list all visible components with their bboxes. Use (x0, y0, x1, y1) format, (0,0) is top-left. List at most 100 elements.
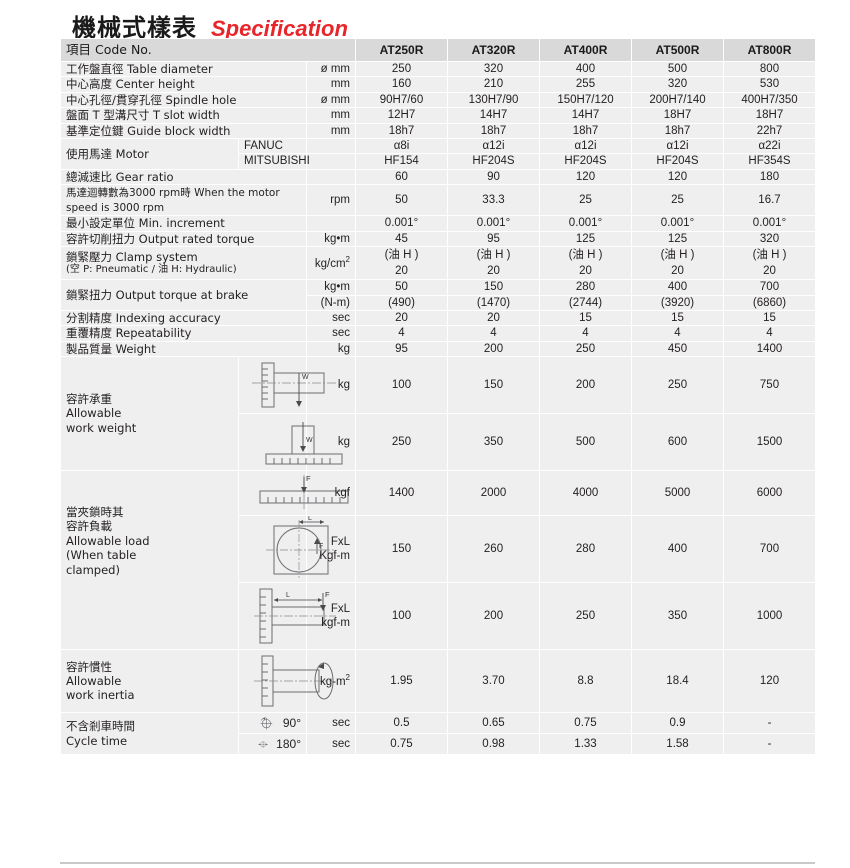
row-unit: ø mm (306, 91, 356, 109)
cell-value: 0.001° (539, 215, 632, 232)
cell-value: 0.001° (355, 215, 448, 232)
cell-value: 0.9 (631, 712, 724, 735)
table-row: 基準定位鍵 Guide block width mm 18h7 18h7 18h7 18h… (60, 122, 816, 139)
table-row: 工作盤直徑 Table diameter ø mm 250 320 400 500 800 (60, 60, 816, 78)
row-label: 總減速比 Gear ratio (60, 168, 307, 186)
row-unit: mm (306, 107, 356, 124)
cell-value: 20 (447, 309, 540, 327)
side-moment-lf-icon: L F (238, 582, 336, 651)
rotary-inertia-icon (238, 649, 334, 714)
cell-value: 1.33 (539, 733, 632, 756)
table-row: L F FxL Kgf-m 150 260 280 400 700 (61, 515, 816, 584)
cell-value: 700 (723, 515, 816, 584)
cell-value: 700 (723, 279, 816, 296)
row-label-motor: 使用馬達 Motor (60, 137, 239, 170)
row-unit (306, 137, 356, 155)
row-label: 分割精度 Indexing accuracy (60, 309, 307, 327)
cell-value: 50 (355, 279, 448, 296)
row-unit (306, 215, 356, 232)
cell-value: 1.95 (355, 649, 448, 714)
cell-value: 18h7 (355, 122, 448, 139)
cell-value: - (723, 712, 816, 735)
cell-value: 18H7 (631, 107, 724, 124)
table-row: 使用馬達 Motor FANUC α8i α12i α12i α12i α22i (60, 137, 816, 170)
row-unit: kg (306, 356, 356, 415)
page-title-en: Specification (211, 16, 348, 41)
page-title: 機械式樣表 Specification (72, 8, 348, 43)
cell-value: HF154 (355, 153, 448, 170)
cell-value: 15 (539, 309, 632, 327)
cell-value: 180 (723, 168, 816, 186)
motor-brand-mitsubishi: MITSUBISHI (238, 153, 310, 170)
row-label: 最小設定單位 Min. increment (60, 215, 307, 232)
cell-value: 1500 (723, 413, 816, 472)
cell-value: α12i (539, 137, 632, 155)
cell-value: 15 (631, 309, 724, 327)
row-unit: kg/cm2 (306, 245, 356, 281)
index-90-icon: 90° (238, 712, 307, 735)
table-row: W kg 250 350 500 600 1500 (61, 413, 816, 472)
cell-value: 95 (355, 340, 448, 358)
cell-value: 18h7 (447, 122, 540, 139)
svg-text:F: F (319, 543, 323, 550)
cell-value: 1400 (355, 470, 448, 517)
table-row: 最小設定單位 Min. increment 0.001° 0.001° 0.001° 0… (60, 215, 816, 232)
cell-value: 4 (539, 325, 632, 342)
cell-value: 250 (355, 413, 448, 472)
cell-value: 120 (631, 168, 724, 186)
table-row: 製品質量 Weight kg 95 200 250 450 1400 (60, 340, 816, 358)
cell-value: (6860) (723, 294, 816, 311)
svg-text:W: W (306, 437, 313, 444)
row-unit: sec (306, 733, 356, 756)
cell-value: 25 (631, 183, 724, 217)
cell-value: 800 (723, 60, 816, 78)
table-row: 中心高度 Center height mm 160 210 255 320 530 (60, 76, 816, 93)
cell-value: 0.5 (355, 712, 448, 735)
row-unit: FxL kgf-m (306, 582, 356, 651)
table-row: 總減速比 Gear ratio 60 90 120 120 180 (60, 168, 816, 186)
cell-value: 45 (355, 230, 448, 248)
group-label-cycle-time: 不含剎車時間 Cycle time (60, 712, 239, 756)
cell-value: 250 (355, 60, 448, 78)
cell-value: 400 (631, 279, 724, 296)
model-header-AT320R: AT320R (447, 38, 540, 62)
cell-value: 4000 (539, 470, 632, 517)
table-row: 分割精度 Indexing accuracy sec 20 20 15 15 15 (60, 309, 816, 327)
motor-brand-fanuc: FANUC (238, 137, 307, 155)
row-unit: kg•m (306, 230, 356, 248)
cell-value: 400 (631, 515, 724, 584)
cell-value: 200 (447, 582, 540, 651)
table-row: 鎖緊壓力 Clamp system (空 P: Pneumatic / 油 H: … (60, 245, 816, 281)
cell-value: 4 (631, 325, 724, 342)
cell-value: 4 (723, 325, 816, 342)
cell-value: 12H7 (355, 107, 448, 124)
cell-value: 120 (723, 649, 816, 714)
row-label: 馬達迴轉數為3000 rpm時 When the motor speed is … (60, 183, 307, 217)
cell-value: 200 (447, 340, 540, 358)
cell-value: 50 (355, 183, 448, 217)
cell-value: (油 H ) 20 (355, 245, 448, 281)
row-unit: kg•m (306, 279, 356, 296)
side-load-w-icon: W (238, 356, 336, 415)
bottom-rule (60, 862, 815, 864)
svg-text:F: F (306, 474, 311, 483)
row-label: 中心孔徑/貫穿孔徑 Spindle hole (60, 91, 307, 109)
cell-value: HF204S (539, 153, 632, 170)
cell-value: 120 (539, 168, 632, 186)
cell-value: α8i (355, 137, 448, 155)
cell-value: 150 (447, 356, 540, 415)
cell-value: 150H7/120 (539, 91, 632, 109)
cell-value: 3.70 (447, 649, 540, 714)
cell-value: (1470) (447, 294, 540, 311)
cell-value: 200H7/140 (631, 91, 724, 109)
cell-value: 0.001° (447, 215, 540, 232)
table-header-row: 項目 Code No. AT250R AT320R AT400R AT500R AT800… (60, 38, 816, 62)
cell-value: HF204S (447, 153, 540, 170)
svg-text:L: L (286, 592, 290, 599)
cell-value: 130H7/90 (447, 91, 540, 109)
cell-value: 0.001° (723, 215, 816, 232)
cell-value: 4 (447, 325, 540, 342)
model-header-AT800R: AT800R (723, 38, 816, 62)
cell-value: 160 (355, 76, 448, 93)
cell-value: 500 (539, 413, 632, 472)
